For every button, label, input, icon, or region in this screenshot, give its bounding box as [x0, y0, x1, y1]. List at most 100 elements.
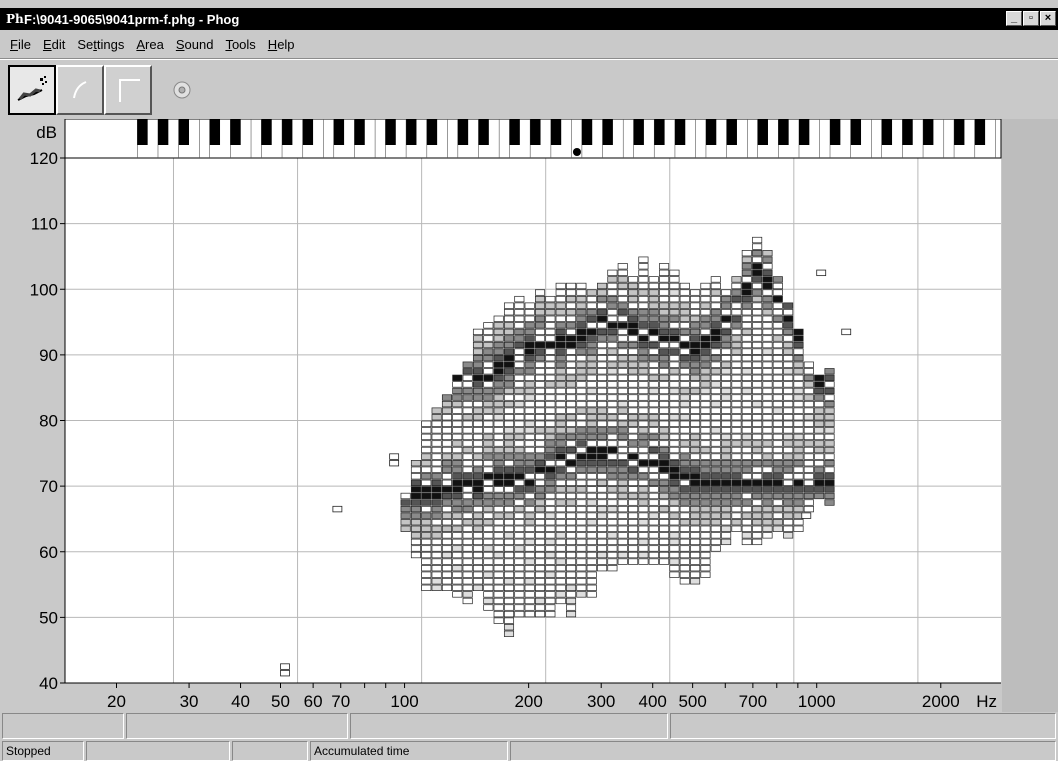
voice-cell: [814, 374, 825, 381]
voice-cell: [566, 551, 577, 559]
voice-cell: [710, 545, 721, 552]
voice-cell: [793, 407, 804, 414]
toolbar: [8, 64, 192, 116]
voice-cell: [741, 381, 752, 388]
voice-cell: [803, 400, 814, 408]
app-icon[interactable]: Ph: [6, 12, 24, 26]
voice-cell: [597, 407, 608, 414]
voice-cell: [690, 289, 701, 296]
voice-cell: [535, 315, 546, 322]
voice-cell: [586, 368, 597, 375]
menu-edit[interactable]: Edit: [43, 37, 65, 52]
voice-cell: [462, 466, 473, 473]
voice-cell: [545, 499, 556, 506]
arc-tool[interactable]: [56, 65, 104, 115]
voice-cell: [503, 597, 515, 605]
voice-cell: [555, 505, 566, 513]
voice-cell: [628, 479, 639, 486]
voice-cell: [721, 433, 732, 441]
pitch-cursor-marker: [572, 148, 581, 156]
voice-cell: [400, 525, 411, 532]
voice-cell: [731, 427, 742, 434]
voice-cell: [535, 407, 546, 414]
voice-cell: [669, 420, 680, 427]
voice-cell: [721, 309, 732, 316]
voice-cell: [535, 571, 546, 578]
voice-cell: [638, 466, 649, 473]
x-tick-label: 50: [271, 692, 290, 711]
voice-cell: [731, 381, 742, 388]
voice-cell: [431, 460, 442, 467]
voice-cell: [576, 381, 587, 388]
menu-area[interactable]: Area: [136, 37, 163, 52]
voice-cell: [690, 565, 701, 572]
voice-cell: [638, 440, 649, 447]
maximize-button[interactable]: ▫: [1023, 11, 1039, 26]
voice-cell: [472, 571, 484, 578]
corner-tool[interactable]: [104, 65, 152, 115]
voice-cell: [628, 315, 639, 322]
menu-tools[interactable]: Tools: [225, 37, 255, 52]
voice-cell: [752, 532, 763, 539]
voice-cell: [514, 295, 525, 303]
voice-cell: [793, 519, 804, 526]
voice-cell: [710, 348, 721, 355]
voice-cell: [628, 486, 639, 493]
y-tick-label: 100: [30, 280, 58, 299]
voice-cell: [441, 505, 452, 513]
voice-cell: [483, 322, 494, 329]
voice-cell: [710, 446, 721, 454]
voice-cell: [597, 558, 608, 565]
voice-cell: [710, 341, 721, 349]
voice-cell: [741, 315, 752, 322]
voice-cell: [617, 532, 628, 539]
minimize-button[interactable]: _: [1006, 11, 1022, 26]
menu-file[interactable]: File: [10, 37, 31, 52]
voice-cell: [576, 433, 587, 441]
voice-cell: [731, 295, 742, 303]
voice-cell: [462, 558, 473, 565]
voice-cell: [421, 525, 432, 532]
voice-cell: [659, 427, 670, 434]
voice-cell: [752, 368, 763, 375]
voice-cell: [700, 486, 711, 493]
voice-cell: [514, 499, 525, 506]
voice-cell: [628, 341, 639, 349]
voice-cell: [421, 453, 432, 460]
voice-cell: [452, 453, 463, 460]
voice-cell: [586, 473, 597, 480]
phonetogram-brush-tool[interactable]: [8, 65, 56, 115]
voice-cell: [803, 466, 814, 473]
voice-cell: [503, 368, 515, 375]
voice-cell: [659, 328, 670, 336]
voice-cell: [752, 394, 763, 401]
voice-cell: [503, 610, 515, 618]
y-tick-label: 70: [39, 477, 58, 496]
voice-cell: [752, 460, 763, 467]
voice-cell: [483, 486, 494, 493]
voice-cell: [741, 505, 752, 513]
piano-keyboard[interactable]: [64, 118, 1007, 159]
voice-cell: [555, 486, 566, 493]
voice-cell: [638, 309, 649, 316]
voice-cell: [659, 486, 670, 493]
voice-cell: [586, 322, 597, 329]
voice-cell: [762, 492, 773, 500]
voice-cell: [545, 322, 556, 329]
voice-cell: [586, 479, 597, 486]
voice-cell: [421, 578, 432, 585]
menu-help[interactable]: Help: [268, 37, 295, 52]
voice-cell: [783, 433, 794, 441]
voice-cell: [793, 427, 804, 434]
menu-settings[interactable]: Settings: [77, 37, 124, 52]
voice-cell: [731, 479, 742, 486]
title-bar[interactable]: Ph F:\9041-9065\9041prm-f.phg - Phog _ ▫…: [0, 8, 1058, 30]
close-button[interactable]: ×: [1040, 11, 1056, 26]
voice-cell: [493, 597, 504, 605]
cd-icon[interactable]: [172, 80, 192, 100]
voice-cell-outlier: [389, 453, 400, 460]
voice-cell: [566, 584, 577, 591]
menu-sound[interactable]: Sound: [176, 37, 214, 52]
voice-cell: [483, 381, 494, 388]
